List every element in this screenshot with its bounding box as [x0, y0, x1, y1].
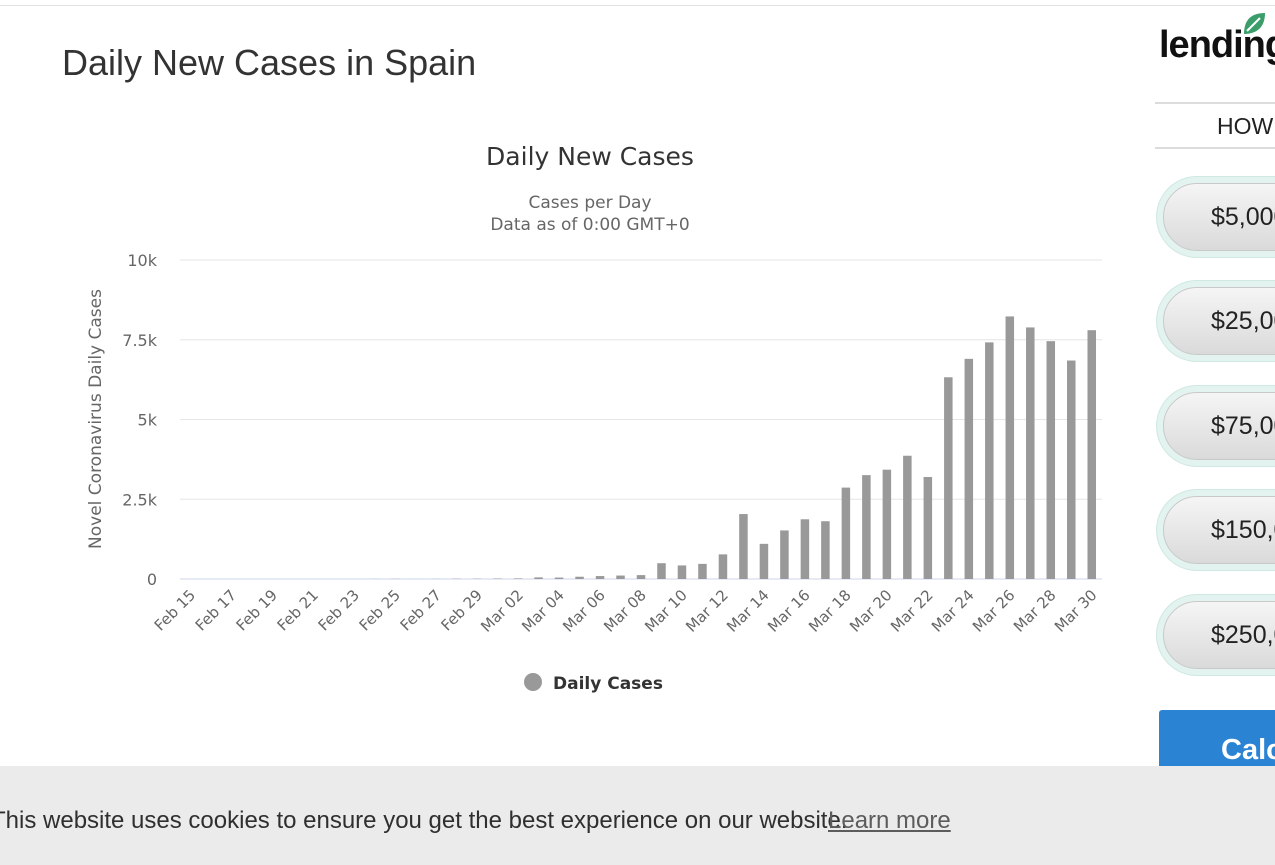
bar[interactable]: [657, 563, 666, 579]
x-tick-label: Mar 24: [928, 586, 978, 636]
x-tick-label: Mar 30: [1051, 586, 1101, 636]
x-tick-label: Mar 02: [477, 586, 527, 636]
x-tick-label: Mar 14: [723, 586, 773, 636]
x-tick-label: Mar 22: [887, 586, 937, 636]
x-tick-label: Feb 29: [438, 586, 486, 634]
ad-divider-bottom: [1155, 147, 1275, 149]
x-tick-label: Mar 18: [805, 586, 855, 636]
amount-button-150000[interactable]: $150,000: [1163, 496, 1275, 564]
top-border: [0, 5, 1275, 6]
bar[interactable]: [1026, 327, 1035, 579]
x-tick-label: Feb 27: [397, 586, 445, 634]
learn-more-link[interactable]: Learn more: [828, 807, 951, 834]
ad-question: HOW MUCH DO YOU NEED?: [1217, 113, 1275, 139]
leaf-icon: [1244, 13, 1265, 34]
bar[interactable]: [800, 519, 810, 579]
x-tick-label: Mar 20: [846, 586, 896, 636]
bar[interactable]: [780, 530, 789, 579]
loan-ad-sidebar: lendingtree HOW MUCH DO YOU NEED? $5,000…: [1155, 0, 1275, 865]
x-tick-label: Mar 26: [969, 586, 1019, 636]
x-tick-label: Feb 21: [274, 586, 322, 634]
bar[interactable]: [554, 577, 564, 579]
chart-title: Daily New Cases: [486, 142, 694, 171]
chart-subtitle-line2: Data as of 0:00 GMT+0: [490, 215, 689, 235]
x-tick-label: Mar 28: [1010, 586, 1060, 636]
y-tick-label: 2.5k: [122, 490, 157, 509]
bar[interactable]: [1087, 330, 1097, 579]
bar[interactable]: [1046, 341, 1056, 579]
bar[interactable]: [575, 576, 584, 579]
bar[interactable]: [923, 476, 933, 579]
bar[interactable]: [1067, 360, 1076, 579]
amount-button-250000[interactable]: $250,000: [1163, 601, 1275, 669]
bar[interactable]: [985, 342, 994, 579]
logo-text: lendingtree: [1159, 24, 1275, 66]
bar[interactable]: [636, 575, 646, 579]
bar[interactable]: [1005, 316, 1015, 579]
x-tick-label: Feb 17: [192, 586, 240, 634]
bar[interactable]: [841, 487, 851, 579]
legend-item-daily-cases[interactable]: Daily Cases: [524, 673, 663, 694]
daily-cases-chart: Daily New Cases Cases per Day Data as of…: [86, 142, 1102, 694]
x-tick-label: Mar 10: [641, 586, 691, 636]
y-tick-label: 7.5k: [122, 331, 157, 350]
bar[interactable]: [759, 543, 769, 579]
x-tick-label: Mar 06: [559, 586, 609, 636]
amount-button-5000[interactable]: $5,000: [1163, 183, 1275, 251]
bar[interactable]: [718, 554, 728, 579]
bar[interactable]: [513, 578, 523, 579]
x-tick-label: Mar 08: [600, 586, 650, 636]
y-tick-label: 0: [147, 570, 157, 589]
bar[interactable]: [903, 455, 912, 579]
bar[interactable]: [698, 563, 707, 579]
legend-marker: [524, 673, 542, 691]
y-tick-label: 10k: [127, 251, 157, 270]
cookie-message: This website uses cookies to ensure you …: [0, 807, 848, 834]
y-axis-title: Novel Coronavirus Daily Cases: [86, 289, 106, 549]
x-tick-label: Feb 15: [151, 586, 199, 634]
amount-button-75000[interactable]: $75,000: [1163, 392, 1275, 460]
ad-divider-top: [1155, 102, 1275, 104]
x-tick-label: Mar 16: [764, 586, 814, 636]
bar[interactable]: [616, 575, 625, 579]
x-tick-label: Feb 25: [356, 586, 404, 634]
x-tick-label: Mar 04: [518, 586, 568, 636]
bar[interactable]: [677, 565, 687, 579]
lendingtree-logo[interactable]: lendingtree: [1159, 10, 1275, 70]
x-tick-label: Mar 12: [682, 586, 732, 636]
grid-lines: [180, 259, 1102, 580]
page-title: Daily New Cases in Spain: [62, 42, 477, 83]
bar[interactable]: [964, 358, 974, 579]
amount-button-25000[interactable]: $25,000: [1163, 287, 1275, 355]
legend-label: Daily Cases: [553, 674, 663, 694]
bar-series: [370, 316, 1097, 579]
bar[interactable]: [739, 514, 748, 579]
bar[interactable]: [944, 377, 953, 579]
x-tick-label: Feb 19: [233, 586, 281, 634]
bar[interactable]: [534, 577, 543, 579]
y-axis-ticks: 0 2.5k 5k 7.5k 10k: [122, 251, 157, 589]
bar[interactable]: [882, 469, 892, 579]
x-tick-label: Feb 23: [315, 586, 363, 634]
bar[interactable]: [821, 521, 830, 579]
chart-subtitle-line1: Cases per Day: [528, 193, 651, 213]
cookie-consent-bar: This website uses cookies to ensure you …: [0, 766, 1275, 865]
bar[interactable]: [862, 475, 871, 579]
y-tick-label: 5k: [138, 411, 158, 430]
bar[interactable]: [595, 576, 605, 579]
